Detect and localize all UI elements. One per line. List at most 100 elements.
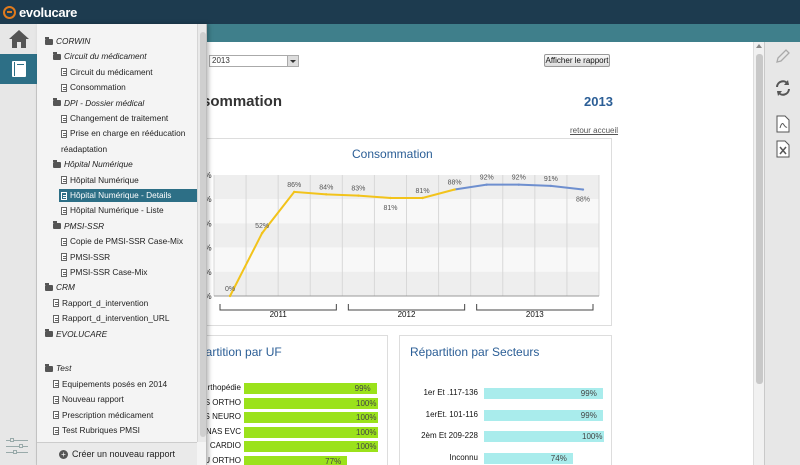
data-point (485, 183, 488, 186)
tree-item-label: Hôpital Numérique (64, 159, 133, 170)
logo-text: evolucare (19, 4, 78, 20)
bar-fill (244, 397, 378, 409)
settings-sliders-icon[interactable] (6, 437, 30, 457)
bar-value-label: 100% (356, 413, 377, 422)
report-scrollbar[interactable] (753, 42, 764, 465)
tree-item-label: Test (56, 363, 72, 374)
consumption-panel: Consommation 0%0%0%0%0%0%0%52%86%84%83%8… (197, 138, 612, 326)
tree-report-item[interactable]: Rapport_d_intervention_URL (53, 312, 169, 325)
tree-item-label: Copie de PMSI-SSR Case-Mix (70, 236, 183, 247)
tree-report-item[interactable]: Nouveau rapport (53, 393, 124, 406)
bar-row: S NEURO 100% (197, 412, 382, 423)
tree-report-item[interactable]: Hôpital Numérique - Details (59, 189, 197, 202)
pdf-export-icon[interactable] (773, 114, 793, 134)
drawer-scrollbar[interactable] (197, 24, 206, 442)
document-icon (61, 206, 67, 215)
tree-report-item[interactable]: Equipements posés en 2014 (53, 378, 167, 391)
year-select[interactable]: 2013 (209, 55, 299, 67)
tree-item-label: Rapport_d_intervention (62, 297, 149, 308)
tree-folder[interactable]: DPI - Dossier médical (53, 97, 144, 110)
back-home-link[interactable]: retour accueil (570, 126, 619, 135)
bar-row: NAS EVC 100% (197, 426, 382, 438)
edit-pencil-icon[interactable] (773, 46, 793, 66)
bar-row: 1erEt. 101-116 99% (400, 409, 608, 421)
create-report-button[interactable]: + Créer un nouveau rapport (37, 442, 197, 465)
folder-icon (53, 51, 61, 60)
document-icon (53, 299, 59, 308)
tree-item-label: CORWIN (56, 36, 91, 46)
evolucare-logo[interactable]: evolucare (3, 3, 77, 21)
x-group-bracket (347, 304, 466, 311)
home-icon (8, 30, 29, 48)
tree-item-label: Consommation (70, 82, 126, 93)
bar-row: S ORTHO 100% (197, 397, 382, 409)
tree-report-item[interactable]: Changement de traitement (61, 112, 168, 125)
tree-folder[interactable]: CRM (45, 281, 75, 294)
tree-folder[interactable]: Test (45, 362, 71, 375)
bar-row: Inconnu 74% (400, 452, 608, 464)
show-report-button[interactable]: Afficher le rapport (544, 54, 610, 67)
consumption-line-chart: 0%0%0%0%0%0%0%52%86%84%83%81%81%88%92%92… (200, 171, 600, 319)
tree-report-item[interactable]: Test Rubriques PMSI (53, 424, 140, 437)
data-label: 86% (287, 182, 301, 189)
tree-item-label: EVOLUCARE (56, 328, 108, 339)
tree-report-item[interactable]: Prescription médicament (53, 409, 153, 422)
data-point (357, 194, 360, 197)
tree-report-item[interactable]: PMSI-SSR (61, 251, 110, 264)
data-point (293, 190, 296, 194)
logo-mark-icon (3, 5, 16, 19)
tree-report-item[interactable]: PMSI-SSR Case-Mix (61, 266, 147, 279)
data-label: 84% (319, 184, 333, 191)
bar-fill (484, 452, 573, 464)
bar-fill (484, 431, 604, 442)
bar-fill (244, 455, 348, 465)
data-label: 0% (225, 286, 235, 293)
refresh-icon[interactable] (773, 78, 793, 98)
data-point (421, 196, 424, 200)
tree-folder[interactable]: EVOLUCARE (45, 328, 107, 341)
bar-row: U ORTHO 77% (197, 455, 382, 465)
tree-report-item[interactable]: Hôpital Numérique (61, 174, 139, 187)
header-band (37, 24, 800, 42)
folder-icon (53, 159, 61, 168)
tree-item-label: Circuit du médicament (64, 51, 147, 62)
document-icon (61, 253, 67, 262)
tree-report-item[interactable]: Consommation (61, 81, 126, 94)
tree-folder[interactable]: Hôpital Numérique (53, 158, 133, 171)
folder-icon (45, 363, 53, 372)
series-line-2011-2012 (229, 188, 455, 297)
tree-item-label: Nouveau rapport (62, 394, 124, 405)
book-icon (11, 61, 26, 77)
folder-icon (53, 98, 61, 107)
bar-category-label: S NEURO (204, 412, 241, 421)
reports-button[interactable] (0, 54, 37, 84)
tree-item-label: PMSI-SSR Case-Mix (70, 267, 148, 277)
tree-report-item[interactable]: Copie de PMSI-SSR Case-Mix (61, 235, 183, 248)
bar-fill (244, 441, 378, 452)
bar-fill (244, 426, 378, 438)
tree-item-label: Equipements posés en 2014 (62, 378, 168, 389)
tree-item-label: Hôpital Numérique - Liste (70, 205, 164, 216)
tree-report-item[interactable]: Hôpital Numérique - Liste (61, 204, 164, 217)
tree-folder[interactable]: CORWIN (45, 35, 90, 48)
data-label: 92% (512, 175, 526, 182)
tree-folder[interactable]: Circuit du médicament (53, 50, 147, 63)
folder-icon (45, 36, 53, 45)
folder-icon (53, 221, 61, 230)
bar-value-label: 100% (356, 398, 377, 408)
bar-category-label: 1er Et .117-136 (423, 388, 478, 397)
home-button[interactable] (0, 24, 37, 54)
bar-category-label: Inconnu (449, 452, 478, 462)
bar-value-label: 100% (356, 427, 377, 437)
bar-category-label: rthopédie (207, 383, 241, 392)
tree-report-item[interactable]: Prise en charge en rééducation (61, 127, 185, 140)
document-icon (53, 411, 59, 420)
data-label: 91% (544, 176, 558, 183)
tree-folder[interactable]: PMSI-SSR (53, 220, 104, 233)
tree-report-item[interactable]: Rapport_d_intervention (53, 297, 148, 310)
bar-row: 2èm Et 209-228 100% (400, 431, 608, 442)
excel-export-icon[interactable] (773, 139, 793, 159)
tree-report-item[interactable]: Circuit du médicament (61, 66, 153, 79)
bar-value-label: 99% (580, 410, 597, 420)
tree-report-item[interactable]: réadaptation (61, 143, 107, 156)
